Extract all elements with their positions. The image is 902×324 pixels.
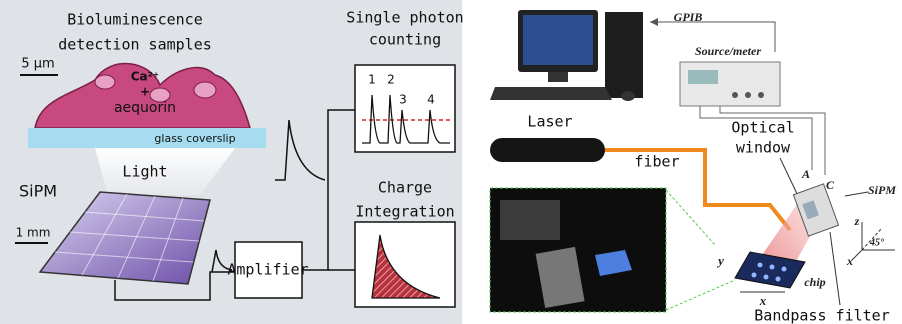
peak-label: 4 — [427, 93, 435, 107]
leader — [845, 192, 868, 196]
panel-label: Integration — [355, 203, 454, 221]
laser — [490, 138, 605, 162]
amplifier-label: Amplifier — [227, 261, 308, 279]
panel-label: Single photon — [346, 9, 463, 27]
peak-label: 2 — [387, 73, 395, 87]
chip-label: chip — [804, 275, 825, 289]
display — [688, 70, 718, 84]
laser-label: Laser — [527, 113, 572, 131]
protein-label: aequorin — [114, 100, 176, 116]
coverslip-label: glass coverslip — [154, 132, 235, 145]
sipm-label: SiPM — [19, 182, 57, 201]
right-panel: GPIB Source/meter Laser fiber Optical wi… — [490, 10, 896, 324]
plus-label: + — [140, 85, 150, 99]
window-label: Optical — [731, 119, 794, 137]
window-label: window — [736, 139, 791, 157]
title: detection samples — [58, 36, 212, 54]
zoom-line — [666, 190, 715, 245]
angle-label: 45° — [869, 237, 884, 248]
axis-label: x — [846, 254, 853, 268]
knobs — [732, 92, 764, 98]
nucleus — [194, 82, 216, 98]
scale-label: 1 mm — [16, 226, 51, 240]
keyboard — [490, 87, 612, 100]
peak-label: 1 — [368, 73, 376, 87]
fiber-label: fiber — [634, 153, 679, 171]
monitor-stand — [548, 72, 568, 82]
nucleus — [95, 75, 115, 89]
tower — [605, 12, 643, 98]
pin-label: A — [801, 167, 810, 181]
screen — [523, 15, 593, 65]
arrow — [650, 18, 658, 26]
peak-label: 3 — [399, 93, 407, 107]
title: Bioluminescence — [67, 11, 202, 29]
inset-detail — [500, 200, 560, 240]
left-panel: Bioluminescence detection samples 5 μm C… — [0, 0, 464, 324]
zoom-line — [666, 280, 735, 310]
meter-label: Source/meter — [695, 44, 761, 58]
figure: Bioluminescence detection samples 5 μm C… — [0, 0, 902, 324]
leader — [830, 232, 840, 305]
scale-label: 5 μm — [21, 57, 54, 72]
mouse — [621, 91, 635, 101]
sipm-label: SiPM — [868, 183, 896, 197]
panel-label: counting — [369, 31, 441, 49]
axis-label: z — [854, 214, 860, 228]
filter-label: Bandpass filter — [754, 307, 889, 324]
ion-label: Ca²⁺ — [131, 70, 160, 84]
chip-axis: y — [716, 253, 724, 268]
light-label: Light — [122, 163, 167, 181]
pin-label: C — [826, 178, 835, 192]
panel-label: Charge — [378, 179, 432, 197]
